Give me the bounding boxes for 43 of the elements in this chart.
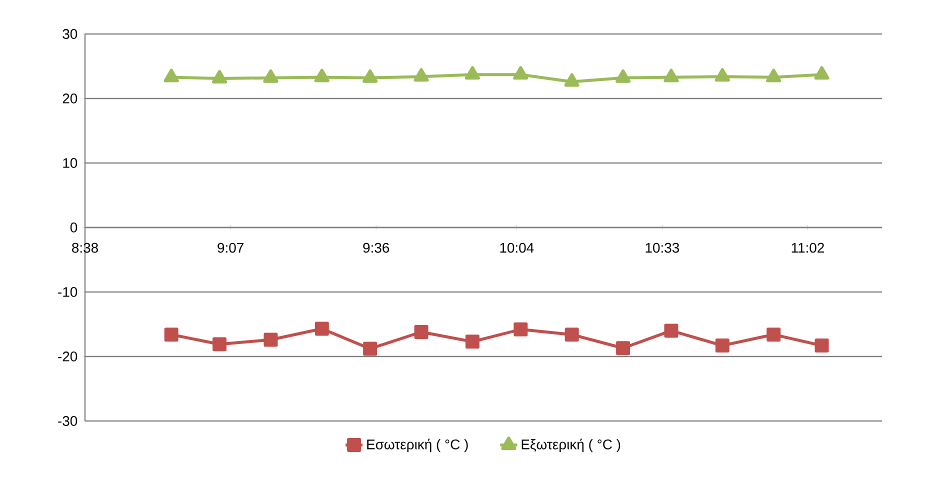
point <box>414 68 429 82</box>
x-tick-label: 9:36 <box>363 242 390 253</box>
y-tick-label: -10 <box>58 287 78 297</box>
point <box>814 66 830 80</box>
point <box>766 328 781 342</box>
point <box>363 342 378 356</box>
y-tick-label: -30 <box>58 416 78 426</box>
legend-label: Εσωτερική ( °C ) <box>367 438 468 452</box>
point <box>212 337 227 352</box>
point <box>314 322 329 336</box>
point <box>514 322 528 336</box>
y-tick-label: 20 <box>62 94 78 104</box>
point <box>664 68 679 82</box>
legend-label: Εξωτερική ( °C ) <box>522 438 620 452</box>
x-tick-label: 8:38 <box>72 242 98 253</box>
y-tick-label: 30 <box>62 29 78 39</box>
y-tick-label: 10 <box>63 158 78 168</box>
x-tick-label: 11:02 <box>792 242 824 253</box>
point <box>615 69 631 83</box>
point <box>714 68 730 82</box>
point <box>164 68 179 82</box>
point <box>513 66 528 80</box>
point <box>616 341 630 356</box>
y-tick-label: 0 <box>70 222 78 232</box>
point <box>264 332 278 347</box>
point <box>465 334 480 349</box>
point <box>766 68 782 82</box>
point <box>564 328 579 342</box>
point <box>164 328 178 342</box>
x-tick-label: 10:33 <box>646 242 680 253</box>
point <box>664 324 678 338</box>
point <box>564 73 580 87</box>
point <box>715 338 730 353</box>
point <box>314 68 330 82</box>
point <box>464 66 480 80</box>
point <box>414 324 428 339</box>
x-tick-label: 9:07 <box>218 242 244 253</box>
y-tick-label: -20 <box>58 352 78 362</box>
point <box>263 69 278 83</box>
point <box>362 69 378 83</box>
point <box>814 338 829 353</box>
point <box>212 70 228 84</box>
x-tick-label: 10:04 <box>500 242 534 253</box>
